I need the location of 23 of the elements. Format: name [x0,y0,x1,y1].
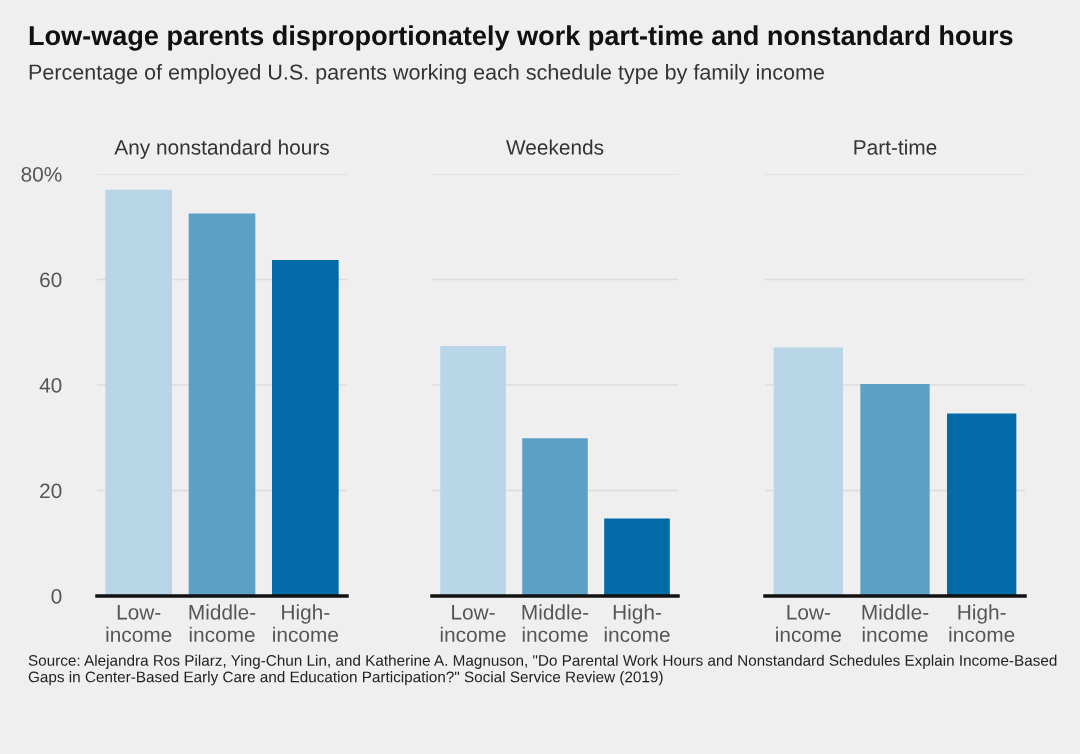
y-tick-label: 40 [39,378,62,393]
y-tick-label: 60 [40,272,62,288]
x-tick-label: Low- income [776,605,841,643]
y-tick-label: 80% [21,167,62,182]
chart-title: Part-time [854,139,937,155]
bar [188,213,256,596]
source-note: Source: Alejandra Ros Pilarz, Ying-Chun Lin, and Katherine A. Magnuson, "Do Parental Work Hours and Nonstandard Schedules Explain Income-Based Gaps in Center-Based Early Care and Education Participation?" Social Service Review (2019) [28,654,1057,686]
x-tick-label: Middle- income [522,604,589,643]
x-tick-label: Middle- income [862,604,929,643]
y-tick-label: 20 [40,483,62,499]
bar [272,259,339,596]
x-tick-label: Low- income [440,605,506,643]
x-tick-label: High- income [604,604,670,643]
x-tick-label: High- income [949,604,1015,643]
x-tick-label: Low- income [106,605,172,643]
x-tick-label: Middle- income [189,604,256,643]
chart-title: Any nonstandard hours [114,139,329,159]
chart-title: Weekends [506,139,604,155]
text: Low-wage parents disproportionately work part-time and nonstandard hours [29,25,1013,51]
bar [105,189,172,596]
y-tick-label: 0 [51,589,62,604]
x-tick-label: High- income [273,604,338,643]
text: Percentage of employed U.S. parents working each schedule type by family income [29,63,824,85]
